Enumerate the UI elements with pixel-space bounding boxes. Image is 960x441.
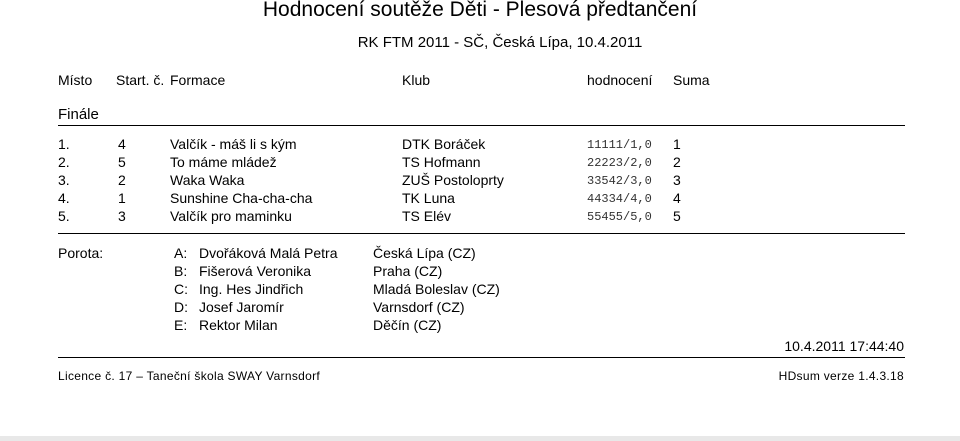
club-name: TK Luna: [402, 190, 455, 206]
rating: 22223/2,0: [587, 156, 652, 170]
start-number: 3: [118, 208, 126, 224]
sum: 2: [673, 154, 681, 170]
list-item: A: Dvořáková Malá Petra Česká Lípa (CZ): [0, 245, 960, 263]
judge-name: Dvořáková Malá Petra: [199, 245, 338, 261]
place: 4.: [58, 190, 70, 206]
formation-name: To máme mládež: [170, 154, 277, 170]
formation-name: Waka Waka: [170, 172, 245, 188]
table-row: 4. 1 Sunshine Cha-cha-cha TK Luna 44334/…: [0, 190, 960, 208]
table-row: 1. 4 Valčík - máš li s kým DTK Boráček 1…: [0, 136, 960, 154]
judge-city: Mladá Boleslav (CZ): [373, 281, 500, 297]
header-klub: Klub: [402, 72, 431, 88]
judge-letter: D:: [174, 299, 188, 315]
header-suma: Suma: [673, 72, 710, 88]
rating: 33542/3,0: [587, 174, 652, 188]
rating: 44334/4,0: [587, 192, 652, 206]
sum: 3: [673, 172, 681, 188]
place: 1.: [58, 136, 70, 152]
license-info: Licence č. 17 – Taneční škola SWAY Varns…: [58, 369, 321, 383]
judge-name: Ing. Hes Jindřich: [199, 281, 304, 297]
judge-city: Varnsdorf (CZ): [373, 299, 465, 315]
start-number: 5: [118, 154, 126, 170]
sum: 4: [673, 190, 681, 206]
sum: 5: [673, 208, 681, 224]
sum: 1: [673, 136, 681, 152]
judge-letter: E:: [174, 317, 188, 333]
club-name: DTK Boráček: [402, 136, 486, 152]
judge-city: Děčín (CZ): [373, 317, 442, 333]
formation-name: Valčík - máš li s kým: [170, 136, 297, 152]
page-subtitle: RK FTM 2011 - SČ, Česká Lípa, 10.4.2011: [357, 34, 643, 51]
rating: 11111/1,0: [587, 138, 652, 152]
formation-name: Valčík pro maminku: [170, 208, 292, 224]
divider: [58, 233, 905, 234]
place: 5.: [58, 208, 70, 224]
jury-label: Porota:: [58, 245, 104, 261]
club-name: TS Elév: [402, 208, 452, 224]
start-number: 2: [118, 172, 126, 188]
list-item: D: Josef Jaromír Varnsdorf (CZ): [0, 299, 960, 317]
club-name: ZUŠ Postoloprty: [402, 172, 504, 188]
page-title: Hodnocení soutěže Děti - Plesová předtan…: [262, 0, 698, 21]
header-start: Start. č.: [116, 72, 165, 88]
rating: 55455/5,0: [587, 210, 652, 224]
header-hodnoceni: hodnocení: [587, 72, 653, 88]
start-number: 1: [118, 190, 126, 206]
judge-city: Praha (CZ): [373, 263, 443, 279]
judge-name: Josef Jaromír: [199, 299, 284, 315]
table-row: 2. 5 To máme mládež TS Hofmann 22223/2,0…: [0, 154, 960, 172]
place: 3.: [58, 172, 70, 188]
timestamp: 10.4.2011 17:44:40: [784, 338, 904, 354]
table-row: 5. 3 Valčík pro maminku TS Elév 55455/5,…: [0, 208, 960, 226]
header-formace: Formace: [170, 72, 226, 88]
list-item: E: Rektor Milan Děčín (CZ): [0, 317, 960, 335]
formation-name: Sunshine Cha-cha-cha: [170, 190, 313, 206]
software-version: HDsum verze 1.4.3.18: [778, 369, 904, 383]
header-misto: Místo: [58, 72, 93, 88]
judge-letter: A:: [174, 245, 188, 261]
club-name: TS Hofmann: [402, 154, 481, 170]
divider: [58, 125, 905, 126]
judge-letter: B:: [174, 263, 188, 279]
place: 2.: [58, 154, 70, 170]
divider: [58, 357, 905, 358]
start-number: 4: [118, 136, 126, 152]
list-item: B: Fišerová Veronika Praha (CZ): [0, 263, 960, 281]
page-edge: [0, 436, 960, 441]
table-row: 3. 2 Waka Waka ZUŠ Postoloprty 33542/3,0…: [0, 172, 960, 190]
judge-city: Česká Lípa (CZ): [373, 245, 476, 261]
judge-letter: C:: [174, 281, 188, 297]
judge-name: Rektor Milan: [199, 317, 278, 333]
judge-name: Fišerová Veronika: [199, 263, 312, 279]
list-item: C: Ing. Hes Jindřich Mladá Boleslav (CZ): [0, 281, 960, 299]
section-title: Finále: [58, 106, 99, 123]
